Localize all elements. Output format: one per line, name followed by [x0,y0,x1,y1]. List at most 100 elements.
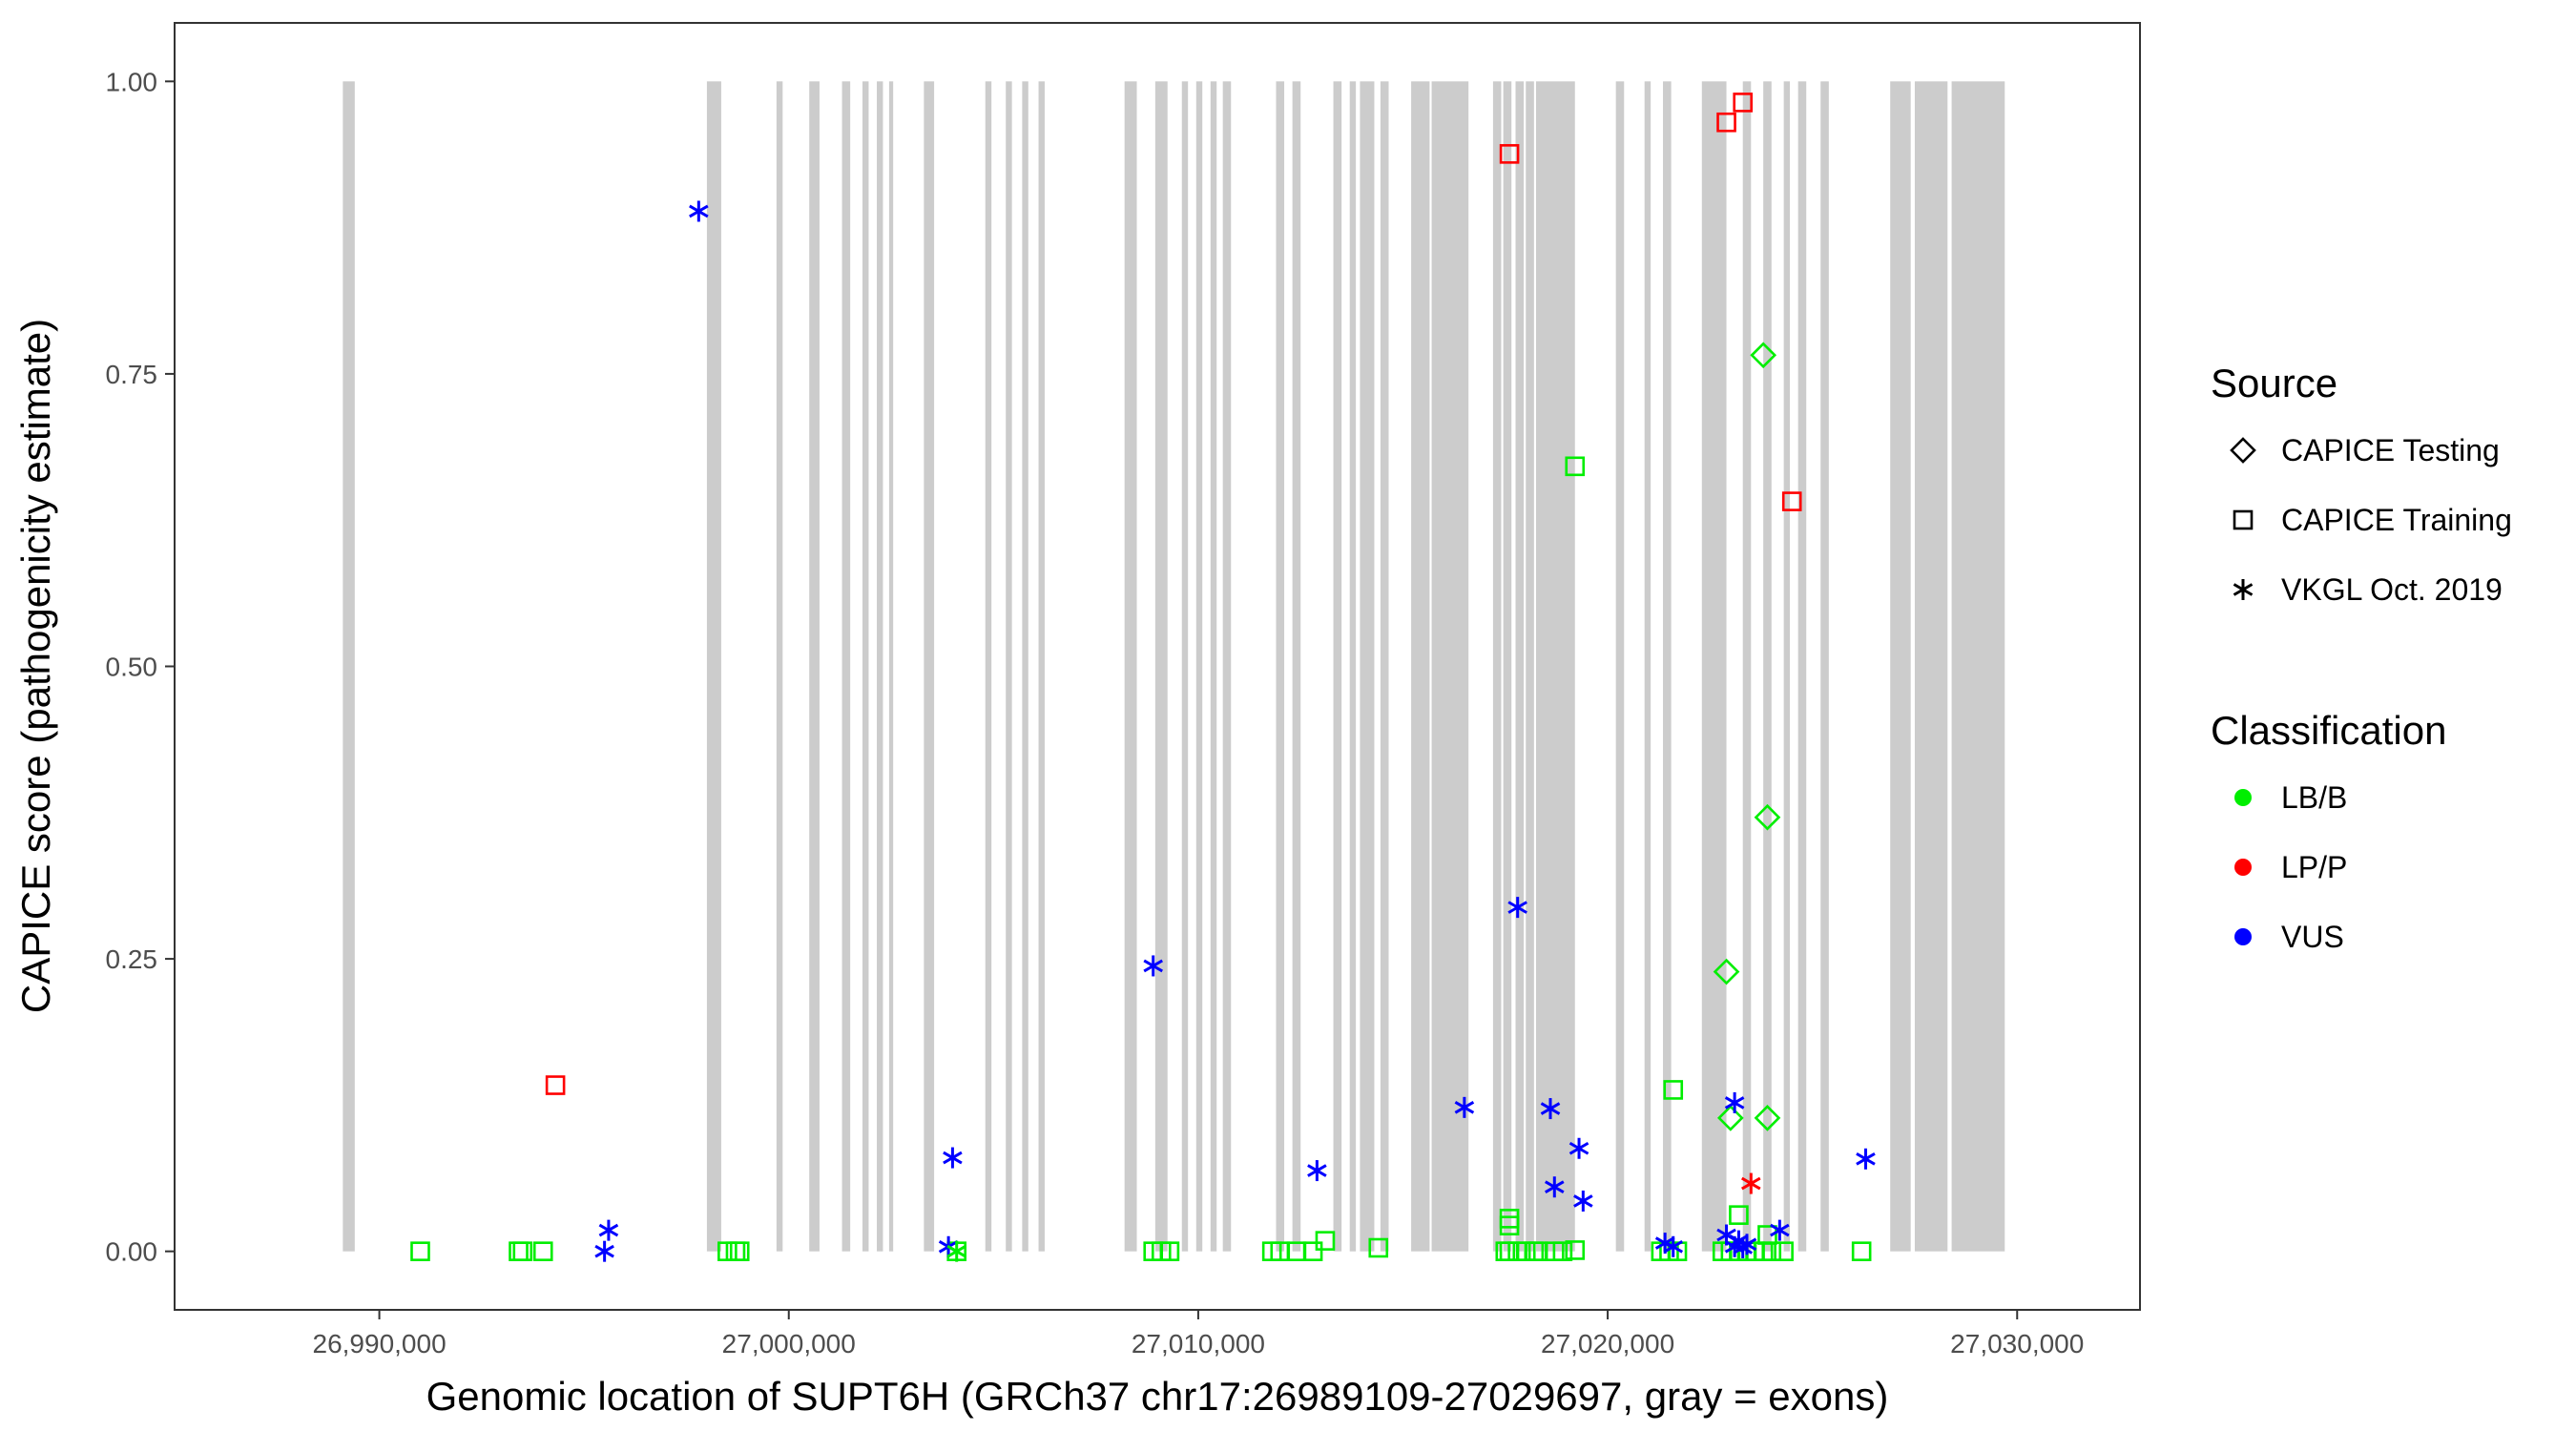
data-point [943,1147,963,1169]
exon-band [1154,81,1168,1252]
exon-band [985,81,992,1252]
data-point [1733,93,1754,113]
exon-band [1951,81,2005,1252]
exon-band [1820,81,1829,1252]
data-point [1754,1105,1781,1131]
exon-band [1124,81,1137,1252]
data-point [1774,1241,1794,1261]
exon-band [924,81,935,1252]
data-point [532,1241,553,1261]
exon-band [888,81,894,1252]
data-point [1750,342,1777,369]
exon-band [1292,81,1301,1252]
exon-band [1360,81,1375,1252]
data-point [1552,1241,1573,1261]
exon-band [1797,81,1807,1252]
exon-band [1615,81,1625,1252]
data-point [1770,1219,1790,1241]
exon-band [1742,81,1752,1252]
data-points [410,93,1876,1262]
data-point [1507,897,1527,919]
exon-band [1663,81,1672,1252]
exon-band [1411,81,1430,1252]
exon-band [343,81,355,1252]
y-tick-label: 0.50 [106,653,158,682]
legend-source-label: CAPICE Testing [2281,433,2500,467]
exon-band [706,81,721,1252]
exon-band [1195,81,1203,1252]
data-point [729,1241,750,1261]
data-point [1856,1148,1876,1170]
legend-key-dot [2234,859,2252,876]
data-point [1499,144,1520,164]
data-point [1754,803,1781,831]
data-point [946,1240,966,1262]
exon-band [809,81,820,1252]
legend-classification-label: LB/B [2281,780,2347,815]
exon-band [1222,81,1232,1252]
exon-band [1515,81,1525,1252]
data-point [410,1241,430,1261]
data-point [545,1075,566,1095]
legend-key-asterisk [2233,579,2254,600]
y-tick-label: 0.25 [106,944,158,974]
data-point [1761,1241,1782,1261]
data-point [509,1241,529,1261]
data-point [1368,1237,1389,1258]
y-axis-title: CAPICE score (pathogenicity estimate) [13,319,58,1013]
exon-band [841,81,851,1252]
y-tick-label: 0.75 [106,360,158,389]
data-point [512,1241,533,1261]
data-point [1716,112,1736,133]
legend-classification-label: VUS [2281,920,2344,954]
exon-band [1763,81,1772,1252]
exon-band [1022,81,1028,1252]
exon-band [1349,81,1357,1252]
legend-key-square [2233,509,2254,530]
legend-classification-title: Classification [2211,708,2446,753]
exon-band [1492,81,1502,1252]
x-axis-title: Genomic location of SUPT6H (GRCh37 chr17… [426,1374,1889,1419]
exon-band [1783,81,1791,1252]
legend-source-title: Source [2211,361,2337,405]
y-tick-label: 0.00 [106,1237,158,1267]
x-tick-label: 27,020,000 [1541,1329,1674,1358]
data-point [1143,955,1163,977]
data-point [1540,1098,1561,1120]
exon-band [1431,81,1469,1252]
exon-band [1181,81,1189,1252]
data-point [1736,1234,1757,1255]
data-point [1781,491,1802,511]
exon-band [1503,81,1512,1252]
data-point [1724,1091,1745,1113]
data-point [1315,1231,1336,1251]
data-point [1307,1160,1327,1182]
data-point [1713,958,1740,985]
exon-band [862,81,869,1252]
data-point [1159,1241,1180,1261]
exon-band [1526,81,1534,1252]
data-point [594,1240,614,1262]
y-axis: 0.00 0.25 0.50 0.75 1.00 [106,67,175,1267]
data-point [1851,1241,1872,1261]
data-point [1565,456,1586,477]
legend-key-dot [2234,928,2252,945]
legend-key-diamond [2230,437,2256,464]
data-point [1729,1205,1749,1225]
legend: Source Classification CAPICE Testing CAPI… [2211,361,2512,954]
y-tick-label: 1.00 [106,67,158,96]
legend-classification-label: LP/P [2281,850,2347,884]
x-tick-label: 26,990,000 [313,1329,447,1358]
data-point [1545,1176,1565,1198]
data-point [1573,1190,1593,1212]
exon-band [1644,81,1652,1252]
data-point [1663,1080,1684,1100]
legend-source-label: CAPICE Training [2281,503,2512,537]
exon-band [1333,81,1342,1252]
legend-key-dot [2234,789,2252,806]
data-point [1454,1096,1475,1118]
x-tick-label: 27,030,000 [1950,1329,2084,1358]
data-point [1741,1172,1761,1194]
exon-band [1701,81,1727,1252]
